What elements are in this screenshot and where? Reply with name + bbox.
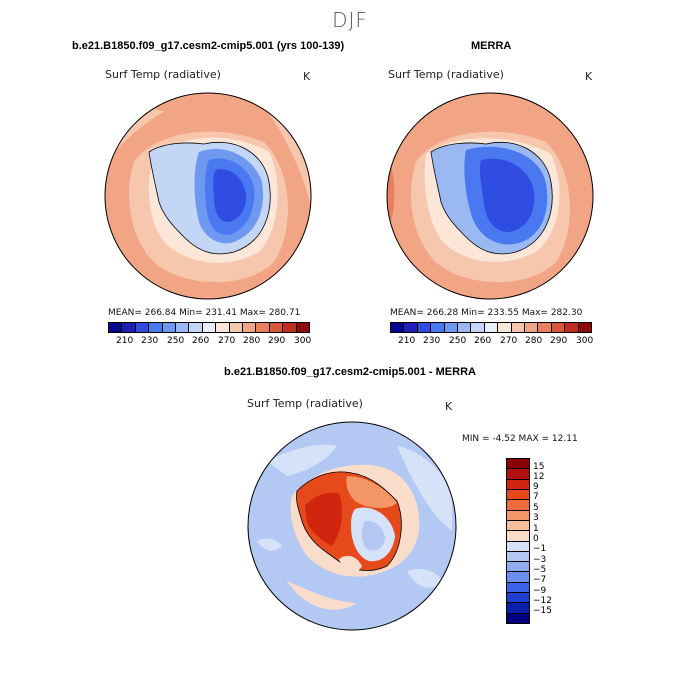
tick: 230: [141, 336, 159, 346]
tick: 5: [533, 503, 539, 513]
tick: −1: [533, 544, 547, 554]
tick: 260: [474, 336, 492, 346]
cbar-swatch: [565, 323, 579, 332]
cbar-swatch: [296, 323, 310, 332]
cbar-swatch: [507, 510, 529, 521]
cbar-swatch: [507, 582, 529, 594]
tick: 1: [533, 524, 539, 534]
cbar-swatch: [135, 323, 150, 332]
diff-panel-title: b.e21.B1850.f09_g17.cesm2-cmip5.001 - ME…: [224, 366, 476, 378]
cbar-swatch: [511, 323, 526, 332]
tick: 250: [167, 336, 185, 346]
cbar-swatch: [229, 323, 244, 332]
obs-units-label: K: [585, 70, 593, 83]
cbar-swatch: [484, 323, 499, 332]
cbar-swatch: [458, 323, 472, 332]
cbar-swatch: [507, 541, 529, 552]
tick: 300: [294, 336, 312, 346]
cbar-swatch: [471, 323, 485, 332]
tick: 270: [500, 336, 518, 346]
cbar-swatch: [391, 323, 405, 332]
tick: 12: [533, 472, 545, 482]
cbar-swatch: [507, 562, 529, 573]
cbar-swatch: [122, 323, 136, 332]
cbar-swatch: [149, 323, 163, 332]
season-title: DJF: [332, 8, 368, 32]
tick: 290: [550, 336, 568, 346]
obs-colorbar: [390, 322, 592, 333]
cbar-swatch: [507, 459, 529, 470]
tick: 7: [533, 492, 539, 502]
cbar-swatch: [283, 323, 297, 332]
tick: 210: [398, 336, 416, 346]
tick: −12: [533, 596, 552, 606]
obs-stats: MEAN= 266.28 Min= 233.55 Max= 282.30: [390, 308, 583, 318]
cbar-swatch: [109, 323, 123, 332]
tick: 3: [533, 513, 539, 523]
cbar-swatch: [507, 593, 529, 604]
cbar-swatch: [444, 323, 459, 332]
tick: 0: [533, 534, 539, 544]
cbar-swatch: [417, 323, 432, 332]
tick: −9: [533, 586, 547, 596]
tick: −7: [533, 575, 547, 585]
tick: 300: [576, 336, 594, 346]
cbar-swatch: [507, 551, 529, 563]
model-polar-map: [104, 92, 312, 300]
model-stats: MEAN= 266.84 Min= 231.41 Max= 280.71: [108, 308, 301, 318]
tick: 280: [243, 336, 261, 346]
diff-variable-label: Surf Temp (radiative): [247, 397, 363, 410]
cbar-swatch: [269, 323, 284, 332]
cbar-swatch: [551, 323, 566, 332]
tick: −3: [533, 555, 547, 565]
model-colorbar: [108, 322, 310, 333]
cbar-swatch: [578, 323, 592, 332]
tick: 290: [268, 336, 286, 346]
cbar-swatch: [507, 469, 529, 480]
obs-variable-label: Surf Temp (radiative): [388, 68, 504, 81]
tick: −15: [533, 606, 552, 616]
diff-units-label: K: [445, 400, 453, 413]
cbar-swatch: [243, 323, 257, 332]
tick: −5: [533, 565, 547, 575]
tick: 260: [192, 336, 210, 346]
diff-colorbar: [506, 458, 530, 624]
cbar-swatch: [498, 323, 512, 332]
tick: 230: [423, 336, 441, 346]
tick: 250: [449, 336, 467, 346]
obs-polar-map: [386, 92, 594, 300]
cbar-swatch: [507, 489, 529, 501]
tick: 270: [218, 336, 236, 346]
model-units-label: K: [303, 70, 311, 83]
cbar-swatch: [538, 323, 552, 332]
cbar-swatch: [216, 323, 230, 332]
diff-stats: MIN = -4.52 MAX = 12.11: [462, 434, 578, 444]
cbar-swatch: [176, 323, 190, 332]
cbar-swatch: [507, 500, 529, 511]
cbar-swatch: [507, 572, 529, 583]
cbar-swatch: [507, 531, 529, 542]
cbar-swatch: [507, 613, 529, 623]
tick: 15: [533, 462, 545, 472]
model-panel-title: b.e21.B1850.f09_g17.cesm2-cmip5.001 (yrs…: [72, 40, 345, 52]
cbar-swatch: [404, 323, 418, 332]
tick: 280: [525, 336, 543, 346]
cbar-swatch: [431, 323, 445, 332]
tick: 9: [533, 482, 539, 492]
obs-panel-title: MERRA: [471, 40, 512, 52]
cbar-swatch: [162, 323, 177, 332]
cbar-swatch: [202, 323, 217, 332]
cbar-swatch: [525, 323, 539, 332]
cbar-swatch: [507, 479, 529, 490]
cbar-swatch: [507, 520, 529, 532]
tick: 210: [116, 336, 134, 346]
cbar-swatch: [256, 323, 270, 332]
model-variable-label: Surf Temp (radiative): [105, 68, 221, 81]
cbar-swatch: [507, 603, 529, 614]
diff-polar-map: [247, 421, 457, 631]
cbar-swatch: [189, 323, 203, 332]
